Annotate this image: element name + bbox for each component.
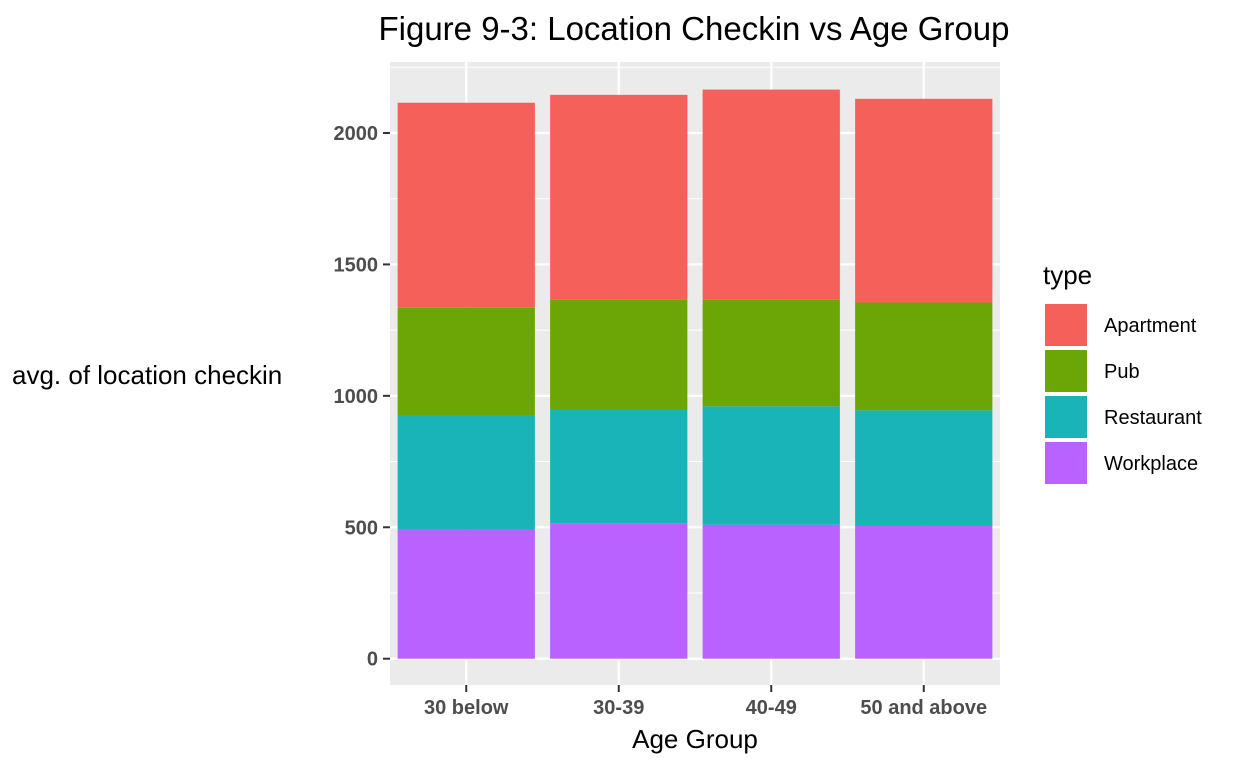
x-tick-label: 40-49 <box>746 697 797 719</box>
y-tick-label: 500 <box>345 517 378 539</box>
bar-segment-restaurant <box>397 415 535 530</box>
bar-segment-restaurant <box>550 408 688 524</box>
bar-segment-restaurant <box>702 406 840 525</box>
bar-segment-pub <box>855 302 993 411</box>
legend-swatch-apartment <box>1045 304 1087 346</box>
legend-swatch-pub <box>1045 350 1087 392</box>
bar-segment-apartment <box>550 94 688 300</box>
y-tick-label: 1500 <box>334 254 379 276</box>
bar-segment-workplace <box>855 525 993 659</box>
y-axis-title: avg. of location checkin <box>12 360 282 390</box>
legend-label-apartment: Apartment <box>1104 315 1197 337</box>
x-tick-label: 50 and above <box>860 697 987 719</box>
bar-segment-apartment <box>702 89 840 300</box>
legend-title: type <box>1043 260 1092 290</box>
bar-segment-restaurant <box>855 410 993 526</box>
legend-label-workplace: Workplace <box>1104 453 1198 475</box>
legend-swatch-workplace <box>1045 442 1087 484</box>
bar-segment-workplace <box>550 523 688 659</box>
y-tick-label: 1000 <box>334 386 379 408</box>
bar-segment-apartment <box>397 102 535 308</box>
y-axis: 0 500 1000 1500 2000 <box>334 123 390 671</box>
bar-segment-workplace <box>702 524 840 659</box>
bar-segment-pub <box>702 299 840 407</box>
x-tick-label: 30 below <box>424 697 509 719</box>
legend-label-pub: Pub <box>1104 361 1140 383</box>
y-tick-label: 2000 <box>334 123 379 145</box>
x-axis: 30 below 30-39 40-49 50 and above <box>424 685 987 719</box>
bar-segment-workplace <box>397 529 535 659</box>
x-axis-title: Age Group <box>632 724 758 754</box>
bar-segment-pub <box>397 307 535 416</box>
legend: type Apartment Pub Restaurant Workplace <box>1043 260 1202 486</box>
chart-title: Figure 9-3: Location Checkin vs Age Grou… <box>378 10 1009 47</box>
legend-swatch-restaurant <box>1045 396 1087 438</box>
bar-segment-apartment <box>855 98 993 303</box>
legend-label-restaurant: Restaurant <box>1104 407 1202 429</box>
x-tick-label: 30-39 <box>593 697 644 719</box>
bars <box>397 89 993 659</box>
bar-segment-pub <box>550 299 688 409</box>
y-tick-label: 0 <box>367 649 378 671</box>
